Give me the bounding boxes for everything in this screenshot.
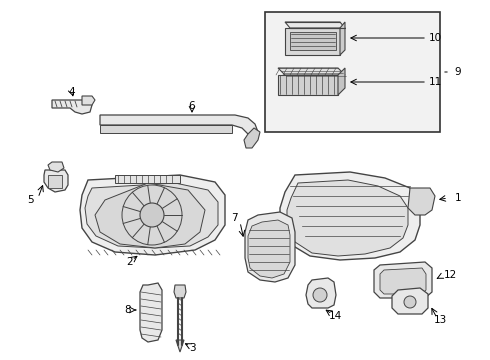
Circle shape xyxy=(313,288,327,302)
Polygon shape xyxy=(82,96,95,105)
Polygon shape xyxy=(140,283,162,342)
Circle shape xyxy=(140,203,164,227)
Polygon shape xyxy=(408,188,435,215)
Text: 14: 14 xyxy=(328,311,342,321)
Polygon shape xyxy=(278,75,338,95)
Text: 10: 10 xyxy=(428,33,441,43)
Polygon shape xyxy=(380,268,426,294)
Polygon shape xyxy=(287,180,408,256)
Text: 12: 12 xyxy=(443,270,457,280)
Text: 3: 3 xyxy=(189,343,196,353)
Polygon shape xyxy=(338,68,345,95)
Polygon shape xyxy=(100,125,232,133)
Polygon shape xyxy=(174,285,186,298)
Circle shape xyxy=(404,296,416,308)
Text: 2: 2 xyxy=(127,257,133,267)
FancyBboxPatch shape xyxy=(265,12,440,132)
Polygon shape xyxy=(285,22,345,28)
Polygon shape xyxy=(374,262,432,298)
Text: 1: 1 xyxy=(455,193,461,203)
Polygon shape xyxy=(244,128,260,148)
Text: 9: 9 xyxy=(455,67,461,77)
Text: 11: 11 xyxy=(428,77,441,87)
Polygon shape xyxy=(306,278,336,308)
Polygon shape xyxy=(248,220,290,278)
Polygon shape xyxy=(176,340,184,352)
Polygon shape xyxy=(44,170,68,192)
Polygon shape xyxy=(392,288,428,314)
Polygon shape xyxy=(280,172,420,260)
Text: 4: 4 xyxy=(69,87,75,97)
Polygon shape xyxy=(80,175,225,255)
Polygon shape xyxy=(278,68,345,75)
Text: 8: 8 xyxy=(124,305,131,315)
Text: 13: 13 xyxy=(433,315,446,325)
Polygon shape xyxy=(100,115,258,140)
Polygon shape xyxy=(340,22,345,55)
Polygon shape xyxy=(245,212,295,282)
Polygon shape xyxy=(85,183,218,248)
Polygon shape xyxy=(48,175,62,188)
Polygon shape xyxy=(115,175,180,183)
Text: 7: 7 xyxy=(231,213,237,223)
Text: 6: 6 xyxy=(189,101,196,111)
Polygon shape xyxy=(52,100,92,114)
Text: 5: 5 xyxy=(26,195,33,205)
Polygon shape xyxy=(48,162,64,172)
Polygon shape xyxy=(290,32,336,50)
Polygon shape xyxy=(95,183,205,248)
Polygon shape xyxy=(285,28,340,55)
